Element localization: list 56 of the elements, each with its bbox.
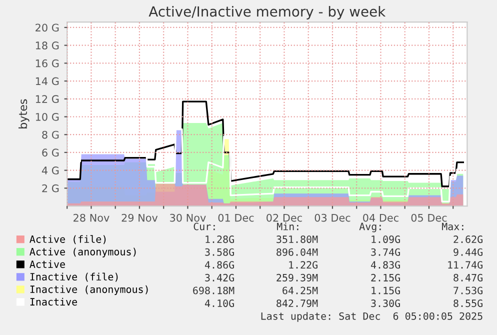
y-tick-label: 18 G <box>36 42 59 50</box>
text: 1.15G <box>372 286 400 294</box>
text: 9.44G <box>454 248 482 256</box>
y-tick-label: 10 G <box>36 112 59 121</box>
text: 64.25M <box>282 286 318 294</box>
y-tick-label: 20 G <box>36 24 59 32</box>
text: 1.09G <box>372 236 400 244</box>
legend-label: Inactive (anonymous) <box>30 285 148 296</box>
text: 1.22G <box>289 261 318 269</box>
x-tick-label: 03 Dec <box>314 214 350 222</box>
text: 842.79M <box>276 300 318 308</box>
text: 4.10G <box>204 300 234 308</box>
text: 4.86G <box>204 261 234 269</box>
y-tick-label: 4 G <box>42 166 59 174</box>
text: 259.39M <box>276 274 318 282</box>
legend-label: Active <box>30 260 65 268</box>
text: 1.28G <box>206 236 234 244</box>
text: 3.42G <box>205 274 234 282</box>
x-tick-label: 30 Nov <box>170 214 206 222</box>
text: 11.74G <box>448 261 482 269</box>
chart-title: Active/Inactive memory - by week <box>148 6 386 20</box>
legend-label: Active (file) <box>30 235 106 244</box>
y-tick-label: 16 G <box>36 59 59 68</box>
y-axis-title: bytes <box>18 99 30 128</box>
legend-label: Inactive <box>30 298 77 306</box>
y-tick-label: 8 G <box>42 130 59 139</box>
legend-label: Inactive (file) <box>30 272 118 282</box>
text: Last update: Sat Dec 6 05:00:05 2025 <box>261 312 482 322</box>
x-tick-label: 29 Nov <box>122 214 158 222</box>
x-tick-label: 04 Dec <box>363 214 398 222</box>
text: Min: <box>277 222 298 230</box>
y-tick-label: 12 G <box>36 95 59 103</box>
text: 896.04M <box>276 248 318 256</box>
text: 3.58G <box>205 248 234 256</box>
line-series <box>67 100 464 188</box>
text: Cur: <box>194 222 215 230</box>
legend-label: Active (anonymous) <box>30 248 136 258</box>
text: 3.74G <box>371 248 400 256</box>
text: 8.55G <box>454 300 482 308</box>
text: Max: <box>442 222 464 230</box>
text: 7.53G <box>454 286 482 294</box>
text: 8.47G <box>454 274 482 282</box>
x-tick-label: 28 Nov <box>74 214 110 222</box>
text: 351.80M <box>276 236 318 244</box>
text: 2.15G <box>371 274 400 282</box>
x-tick-label: 01 Dec <box>218 214 254 222</box>
x-tick-label: 05 Dec <box>411 214 447 222</box>
y-tick-label: 6 G <box>42 148 59 157</box>
y-tick-label: 2 G <box>42 184 59 192</box>
x-tick-label: 02 Dec <box>266 214 302 222</box>
text: Avg: <box>359 222 381 232</box>
text: 2.62G <box>454 236 482 244</box>
text: 698.18M <box>193 286 234 294</box>
text: 3.30G <box>371 300 400 308</box>
text: 4.83G <box>370 261 400 269</box>
y-tick-label: 14 G <box>36 77 59 86</box>
